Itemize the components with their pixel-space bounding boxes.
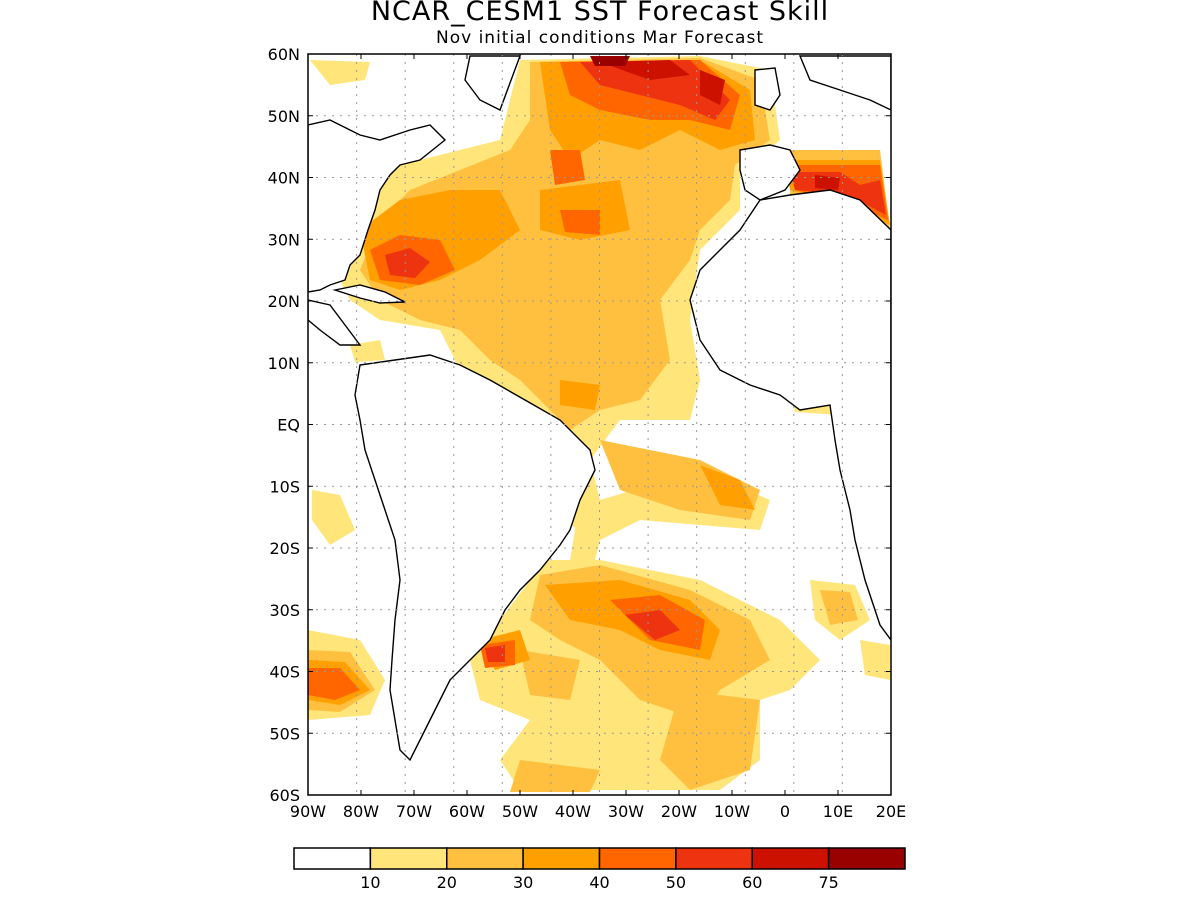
- colorbar-label: 30: [513, 873, 533, 892]
- skill-level-75-plus: [590, 56, 630, 66]
- lon-tick-label: 10W: [714, 802, 750, 821]
- colorbar-label: 50: [666, 873, 686, 892]
- colorbar-swatch: [598, 847, 677, 870]
- colorbar-swatch: [293, 847, 372, 870]
- lat-tick-label: 30S: [269, 601, 300, 620]
- colorbar-swatch: [675, 847, 753, 870]
- lat-tick-label: 10S: [269, 477, 300, 496]
- map-subtitle: Nov initial conditions Mar Forecast: [435, 28, 764, 48]
- lon-tick-label: 10E: [823, 802, 853, 821]
- longitude-labels: 90W 80W 70W 60W 50W 40W 30W 20W 10W 0 10E 20E: [290, 54, 906, 821]
- lat-tick-label: 10N: [268, 354, 300, 373]
- lon-tick-label: 50W: [502, 802, 538, 821]
- lat-tick-label: EQ: [277, 416, 300, 435]
- colorbar: 10 20 30 40 50 60 75: [293, 847, 906, 892]
- lat-tick-label: 20N: [268, 292, 300, 311]
- colorbar-swatch: [369, 847, 448, 870]
- grid-lines: [308, 54, 891, 795]
- colorbar-label: 60: [742, 873, 762, 892]
- lon-tick-label: 30W: [608, 802, 644, 821]
- lon-tick-label: 20E: [876, 802, 906, 821]
- colorbar-swatch: [827, 847, 906, 870]
- lon-tick-label: 40W: [555, 802, 591, 821]
- lat-tick-label: 40N: [268, 169, 300, 188]
- colorbar-swatch: [522, 847, 601, 870]
- colorbar-swatch: [751, 847, 830, 870]
- lon-tick-label: 0: [780, 802, 790, 821]
- lon-tick-label: 20W: [661, 802, 697, 821]
- lat-tick-label: 60S: [269, 786, 300, 805]
- lon-tick-label: 80W: [343, 802, 379, 821]
- map-title: NCAR_CESM1 SST Forecast Skill: [370, 0, 830, 27]
- colorbar-label: 20: [437, 873, 457, 892]
- lon-tick-label: 90W: [290, 802, 326, 821]
- colorbar-label: 10: [360, 873, 380, 892]
- lat-tick-label: 60N: [268, 45, 300, 64]
- lon-tick-label: 70W: [396, 802, 432, 821]
- lat-tick-label: 50S: [269, 724, 300, 743]
- lon-tick-label: 60W: [449, 802, 485, 821]
- lat-tick-label: 30N: [268, 230, 300, 249]
- coastlines: [308, 55, 891, 762]
- lat-tick-label: 20S: [269, 539, 300, 558]
- lat-tick-label: 50N: [268, 107, 300, 126]
- colorbar-swatch: [446, 847, 524, 870]
- latitude-labels: 60N 50N 40N 30N 20N 10N EQ 10S 20S 30S 40S 50S 60S: [268, 45, 891, 805]
- colorbar-label: 40: [589, 873, 609, 892]
- colorbar-label: 75: [818, 873, 838, 892]
- lat-tick-label: 40S: [269, 663, 300, 682]
